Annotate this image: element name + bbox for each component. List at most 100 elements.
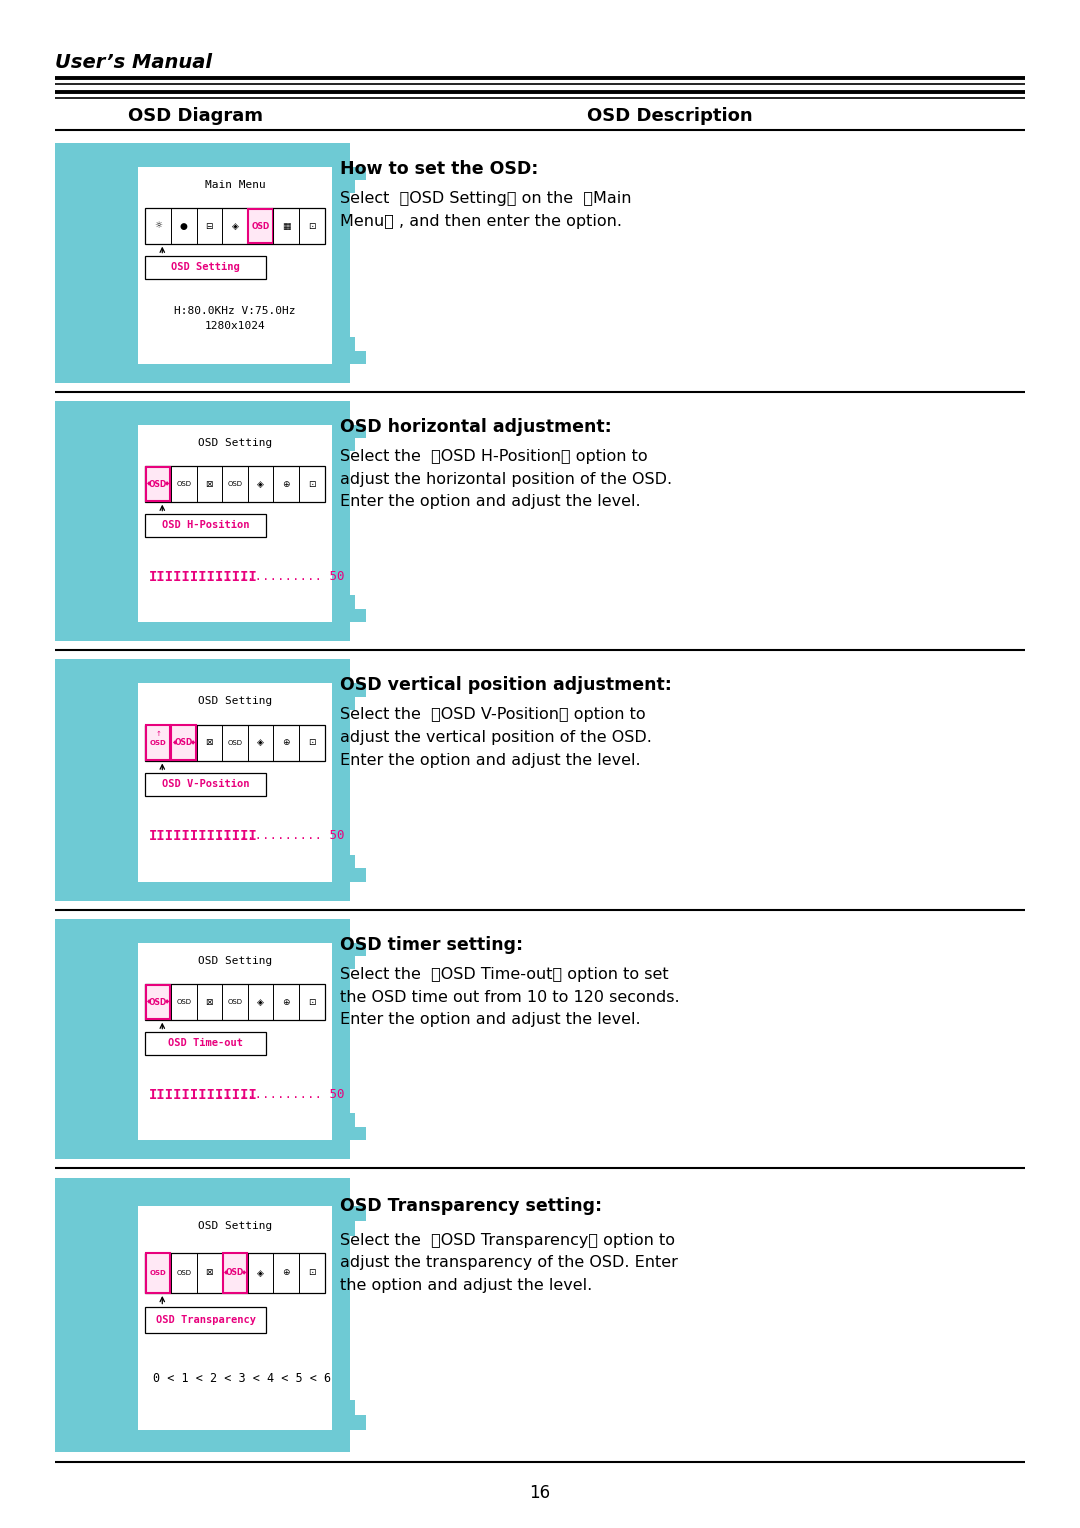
Text: ◆: ◆ bbox=[173, 740, 177, 746]
Text: ⊕: ⊕ bbox=[282, 998, 289, 1007]
Bar bbox=[333, 582, 343, 596]
Text: ◆: ◆ bbox=[242, 1270, 246, 1276]
Text: ◈: ◈ bbox=[257, 738, 264, 747]
Text: ◈: ◈ bbox=[231, 222, 239, 231]
Bar bbox=[89, 194, 137, 206]
Bar bbox=[146, 773, 266, 796]
Text: IIIIIIIIIIIII: IIIIIIIIIIIII bbox=[149, 570, 258, 584]
Bar bbox=[146, 724, 324, 761]
Bar bbox=[55, 659, 350, 902]
Text: OSD Setting: OSD Setting bbox=[172, 263, 240, 272]
Bar bbox=[248, 209, 273, 243]
Bar bbox=[121, 1355, 137, 1369]
Text: Select the  「OSD Time-out」 option to set
the OSD time out from 10 to 120 seconds: Select the 「OSD Time-out」 option to set … bbox=[340, 967, 679, 1027]
Text: OSD vertical position adjustment:: OSD vertical position adjustment: bbox=[340, 675, 672, 694]
Bar bbox=[56, 683, 137, 697]
Bar bbox=[89, 842, 137, 856]
Bar bbox=[72, 856, 137, 868]
Bar bbox=[89, 451, 137, 465]
Text: ↑: ↑ bbox=[156, 730, 161, 736]
Text: .............. 50: .............. 50 bbox=[217, 1088, 345, 1102]
Bar bbox=[89, 582, 137, 596]
Bar bbox=[137, 943, 333, 1140]
Bar bbox=[121, 556, 137, 568]
Bar bbox=[89, 1384, 137, 1400]
Text: OSD horizontal adjustment:: OSD horizontal adjustment: bbox=[340, 417, 611, 435]
Bar bbox=[146, 1253, 171, 1293]
Bar bbox=[333, 596, 355, 608]
Bar bbox=[105, 983, 137, 996]
Bar bbox=[105, 828, 137, 842]
Bar bbox=[72, 180, 137, 194]
Bar bbox=[89, 969, 137, 983]
Bar bbox=[333, 697, 355, 711]
Text: ◆: ◆ bbox=[147, 481, 151, 486]
Bar bbox=[333, 180, 355, 194]
Bar bbox=[56, 1126, 137, 1140]
Text: OSD: OSD bbox=[228, 740, 242, 746]
Bar bbox=[55, 144, 350, 384]
Text: ⊡: ⊡ bbox=[308, 1268, 315, 1277]
Text: OSD: OSD bbox=[176, 1270, 191, 1276]
Bar bbox=[333, 1114, 355, 1126]
Bar bbox=[56, 167, 137, 180]
Bar bbox=[333, 1415, 366, 1430]
Text: .............. 50: .............. 50 bbox=[217, 570, 345, 584]
Text: OSD Setting: OSD Setting bbox=[198, 437, 272, 448]
Text: 16: 16 bbox=[529, 1484, 551, 1502]
Bar bbox=[146, 208, 324, 244]
Bar bbox=[121, 220, 137, 232]
Text: Select the  「OSD Transparency」 option to
adjust the transparency of the OSD. Ent: Select the 「OSD Transparency」 option to … bbox=[340, 1233, 678, 1293]
Bar bbox=[333, 969, 343, 983]
Bar bbox=[333, 842, 343, 856]
Bar bbox=[89, 1236, 137, 1251]
Text: ☼: ☼ bbox=[154, 222, 162, 231]
Text: OSD Transparency: OSD Transparency bbox=[156, 1316, 256, 1325]
Bar bbox=[333, 943, 366, 957]
Text: .............. 50: .............. 50 bbox=[217, 830, 345, 842]
Bar bbox=[72, 439, 137, 451]
Text: ⊡: ⊡ bbox=[308, 222, 315, 231]
Bar bbox=[121, 996, 137, 1008]
Bar bbox=[56, 425, 137, 439]
Text: OSD: OSD bbox=[149, 480, 167, 489]
Bar bbox=[105, 206, 137, 220]
Bar bbox=[146, 255, 266, 280]
Bar bbox=[72, 1221, 137, 1236]
Bar bbox=[137, 167, 333, 364]
Bar bbox=[333, 1100, 343, 1114]
Bar bbox=[333, 1384, 343, 1400]
Text: OSD timer setting:: OSD timer setting: bbox=[340, 935, 523, 953]
Text: ▦: ▦ bbox=[282, 222, 291, 231]
Bar bbox=[55, 400, 350, 640]
Text: ◈: ◈ bbox=[257, 480, 264, 489]
Bar bbox=[333, 957, 355, 969]
Text: ⊕: ⊕ bbox=[282, 480, 289, 489]
Text: ⊟: ⊟ bbox=[205, 222, 213, 231]
Bar bbox=[105, 465, 137, 478]
Text: OSD: OSD bbox=[150, 1270, 166, 1276]
Bar bbox=[333, 194, 343, 206]
Bar bbox=[333, 683, 366, 697]
Bar bbox=[146, 468, 171, 501]
Bar bbox=[333, 324, 343, 338]
Bar bbox=[333, 167, 366, 180]
Bar bbox=[333, 338, 355, 350]
Bar bbox=[121, 1074, 137, 1086]
Text: Select the  「OSD H-Position」 option to
adjust the horizontal position of the OSD: Select the 「OSD H-Position」 option to ad… bbox=[340, 449, 672, 509]
Text: 0 < 1 < 2 < 3 < 4 < 5 < 6: 0 < 1 < 2 < 3 < 4 < 5 < 6 bbox=[153, 1372, 332, 1384]
Text: IIIIIIIIIIIII: IIIIIIIIIIIII bbox=[149, 830, 258, 843]
Bar bbox=[146, 1031, 266, 1056]
Bar bbox=[72, 1400, 137, 1415]
Text: OSD: OSD bbox=[149, 998, 167, 1007]
Text: OSD Time-out: OSD Time-out bbox=[168, 1039, 243, 1048]
Text: How to set the OSD:: How to set the OSD: bbox=[340, 160, 538, 177]
Text: OSD V-Position: OSD V-Position bbox=[162, 779, 249, 790]
Text: ⊠: ⊠ bbox=[205, 738, 213, 747]
Text: OSD: OSD bbox=[252, 222, 270, 231]
Bar bbox=[146, 1253, 324, 1293]
Text: ◆: ◆ bbox=[190, 740, 194, 746]
Text: Main Menu: Main Menu bbox=[204, 180, 266, 189]
Text: OSD: OSD bbox=[228, 481, 242, 487]
Text: OSD: OSD bbox=[175, 738, 193, 747]
